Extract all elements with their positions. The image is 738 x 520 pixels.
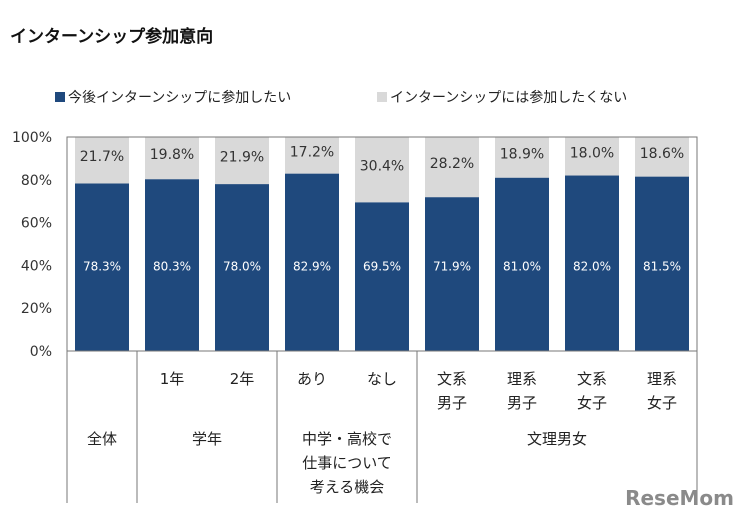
data-label: 18.9% xyxy=(500,146,544,162)
group-label: 仕事について xyxy=(302,454,392,472)
data-label: 19.8% xyxy=(150,147,194,163)
bar-segment-1 xyxy=(635,137,689,177)
legend-swatch-0 xyxy=(55,92,65,102)
data-label: 81.0% xyxy=(503,259,541,273)
data-label: 81.5% xyxy=(643,259,681,273)
category-label: 女子 xyxy=(577,394,607,412)
category-label: 2年 xyxy=(230,370,255,388)
data-label: 28.2% xyxy=(430,156,474,172)
data-label: 18.0% xyxy=(570,145,614,161)
group-label: 考える機会 xyxy=(310,478,385,496)
category-label: 男子 xyxy=(507,394,537,412)
legend-swatch-1 xyxy=(377,92,387,102)
bar-segment-1 xyxy=(285,137,339,174)
data-label: 21.7% xyxy=(80,149,124,165)
bar-segment-1 xyxy=(75,137,129,184)
y-tick-label: 60% xyxy=(21,216,52,232)
category-label: なし xyxy=(367,370,397,388)
resemom-watermark-logo: ReseMom xyxy=(625,486,734,510)
y-tick-label: 100% xyxy=(12,130,52,146)
data-label: 17.2% xyxy=(290,144,334,160)
data-label: 71.9% xyxy=(433,259,471,273)
category-label: あり xyxy=(297,370,327,388)
y-tick-label: 40% xyxy=(21,258,52,274)
category-label: 文系 xyxy=(437,370,467,388)
data-label: 78.3% xyxy=(83,259,121,273)
data-label: 18.6% xyxy=(640,146,684,162)
data-label: 21.9% xyxy=(220,150,264,166)
category-label: 1年 xyxy=(160,370,185,388)
bar-segment-0 xyxy=(565,175,619,351)
data-label: 80.3% xyxy=(153,259,191,273)
group-label: 全体 xyxy=(87,430,117,448)
bar-segment-1 xyxy=(145,137,199,180)
bar-segment-0 xyxy=(635,176,689,351)
bar-segment-0 xyxy=(495,177,549,351)
data-label: 78.0% xyxy=(223,259,261,273)
category-label: 男子 xyxy=(437,394,467,412)
category-label: 理系 xyxy=(507,370,537,388)
legend-label-0: 今後インターンシップに参加したい xyxy=(68,89,291,106)
bar-segment-1 xyxy=(495,137,549,178)
bar-segment-1 xyxy=(355,137,409,203)
bar-segment-0 xyxy=(75,183,129,351)
bar-segment-1 xyxy=(215,137,269,185)
bar-segment-0 xyxy=(145,179,199,351)
bar-segment-0 xyxy=(355,202,409,351)
data-label: 82.0% xyxy=(573,259,611,273)
data-label: 82.9% xyxy=(293,259,331,273)
bar-segment-1 xyxy=(425,137,479,198)
data-label: 30.4% xyxy=(360,159,404,175)
bar-segment-0 xyxy=(215,184,269,351)
group-label: 中学・高校で xyxy=(302,430,392,448)
y-tick-label: 0% xyxy=(30,344,52,360)
category-label: 理系 xyxy=(647,370,677,388)
bar-segment-1 xyxy=(565,137,619,176)
plot-frame xyxy=(66,136,698,352)
y-tick-label: 80% xyxy=(21,173,52,189)
bar-segment-0 xyxy=(285,173,339,351)
chart-title: インターンシップ参加意向 xyxy=(10,27,214,47)
y-tick-label: 20% xyxy=(21,301,52,317)
group-label: 文理男女 xyxy=(527,430,587,448)
category-label: 女子 xyxy=(647,394,677,412)
bar-segment-0 xyxy=(425,197,479,351)
data-label: 69.5% xyxy=(363,259,401,273)
legend-label-1: インターンシップには参加したくない xyxy=(390,89,627,106)
category-label: 文系 xyxy=(577,370,607,388)
group-label: 学年 xyxy=(192,430,222,448)
